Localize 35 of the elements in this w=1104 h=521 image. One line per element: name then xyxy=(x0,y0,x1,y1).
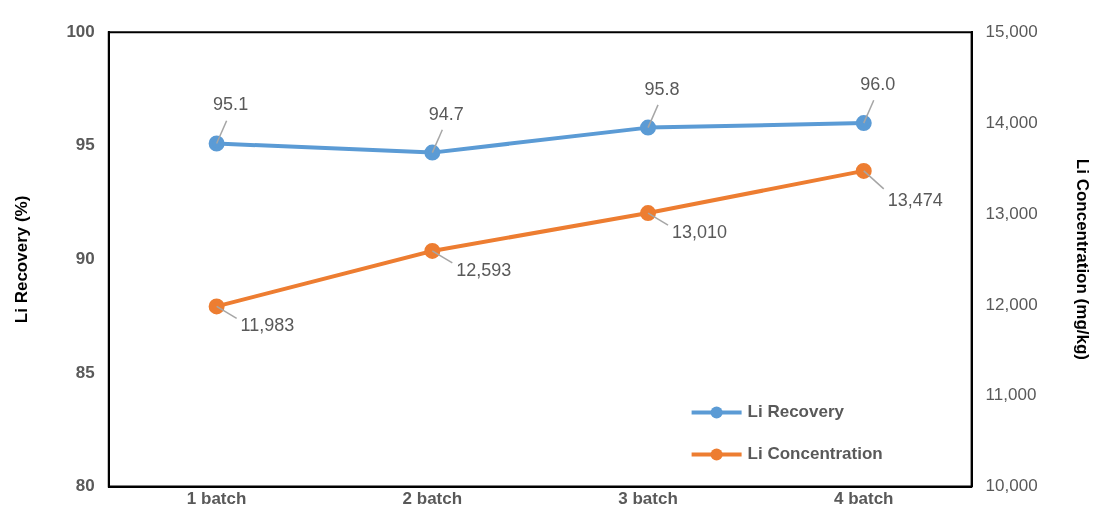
data-label: 95.8 xyxy=(644,78,680,99)
y2-tick-label: 12,000 xyxy=(985,294,1038,314)
y2-axis-title: Li Concentration (mg/kg) xyxy=(1073,158,1093,360)
data-label: 94.7 xyxy=(428,103,464,124)
point xyxy=(855,115,872,132)
x-tick-label: 3 batch xyxy=(618,489,678,509)
y2-tick-label: 14,000 xyxy=(985,112,1038,132)
data-label: 13,474 xyxy=(887,189,943,210)
legend-label: Li Concentration xyxy=(747,444,883,464)
y-tick-label: 90 xyxy=(75,249,95,269)
data-label: 13,010 xyxy=(672,222,728,243)
y2-tick-label: 11,000 xyxy=(985,385,1037,405)
legend-label: Li Recovery xyxy=(747,402,845,422)
y-tick-label: 100 xyxy=(66,21,95,41)
data-label: 95.1 xyxy=(213,94,249,115)
point xyxy=(424,242,441,259)
point xyxy=(640,119,657,136)
x-tick-label: 4 batch xyxy=(833,489,894,509)
y-tick-label: 95 xyxy=(75,135,95,155)
y-tick-label: 85 xyxy=(75,362,95,382)
x-tick-label: 2 batch xyxy=(402,489,463,509)
data-label: 96.0 xyxy=(860,74,896,95)
point xyxy=(640,205,657,222)
y2-tick-label: 15,000 xyxy=(985,21,1038,41)
point xyxy=(855,162,872,179)
y-tick-label: 80 xyxy=(75,476,95,496)
y2-tick-label: 13,000 xyxy=(985,203,1038,223)
x-tick-label: 1 batch xyxy=(186,489,247,509)
data-label: 12,593 xyxy=(456,259,512,280)
y-axis-title: Li Recovery (%) xyxy=(11,195,31,324)
point xyxy=(208,298,225,315)
point xyxy=(208,135,225,152)
point xyxy=(424,144,441,161)
data-label: 11,983 xyxy=(240,315,295,336)
y2-tick-label: 10,000 xyxy=(985,476,1038,496)
